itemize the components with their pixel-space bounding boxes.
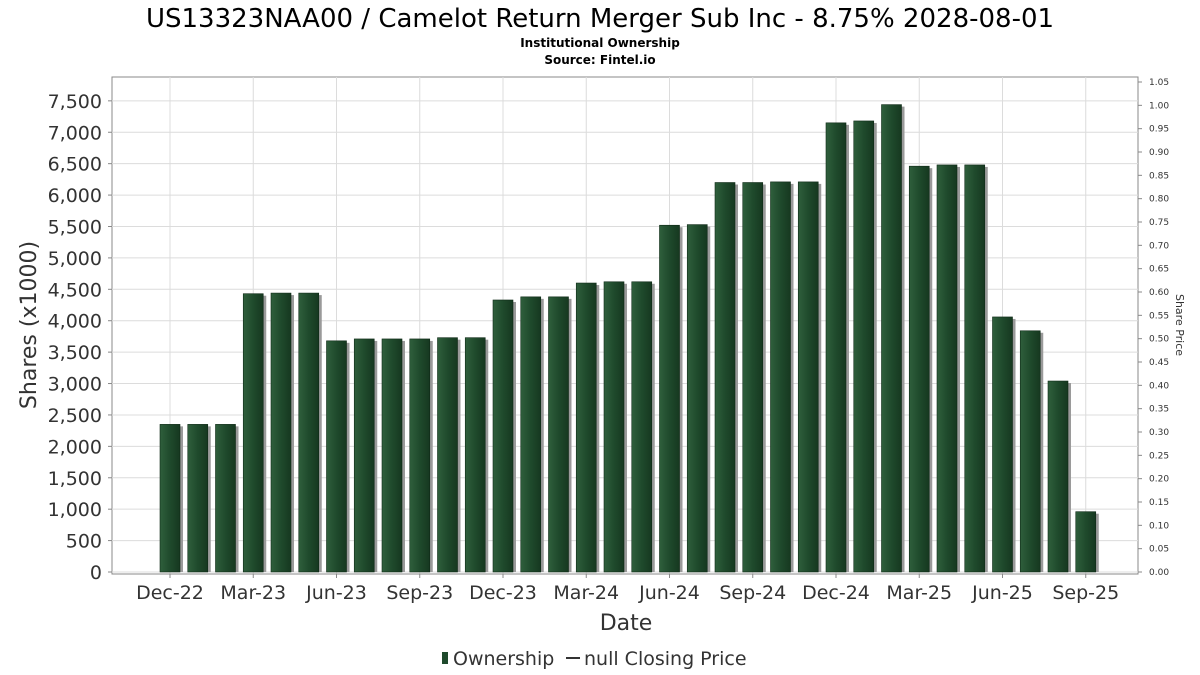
y-tick-label: 1,000	[48, 499, 102, 521]
y2-tick-label: 0.15	[1149, 498, 1169, 508]
y-tick-label: 6,000	[48, 185, 102, 207]
chart-title: US13323NAA00 / Camelot Return Merger Sub…	[146, 4, 1054, 34]
bar-ownership	[881, 104, 902, 573]
bar-ownership	[187, 424, 209, 573]
y2-tick-label: 0.20	[1149, 475, 1169, 485]
y-tick-label: 7,000	[48, 122, 102, 144]
y2-tick-label: 0.10	[1149, 521, 1169, 531]
y-tick-label: 3,000	[48, 374, 102, 396]
x-tick-label: Dec-22	[136, 582, 204, 604]
bar-ownership	[409, 338, 431, 573]
y2-tick-label: 0.65	[1149, 265, 1169, 275]
y2-tick-label: 0.45	[1149, 358, 1169, 368]
bar-ownership	[992, 316, 1013, 573]
x-tick-label: Jun-23	[305, 582, 367, 604]
y2-tick-label: 0.85	[1149, 171, 1169, 181]
y2-tick-label: 0.25	[1149, 451, 1169, 461]
bar-ownership	[659, 224, 680, 573]
bar-ownership	[548, 296, 569, 573]
bar-ownership	[853, 120, 875, 573]
bar-ownership	[631, 281, 653, 573]
x-axis-label: Date	[600, 611, 653, 636]
y-tick-label: 4,500	[48, 279, 102, 301]
y-axis-ticks: 0 500 1,000 1,500 2,000 2,500 3,000 3,500 4,000 4…	[48, 91, 112, 584]
y2-tick-label: 1.00	[1149, 101, 1169, 111]
y-axis-label: Shares (x1000)	[17, 241, 42, 409]
y2-axis-label: Share Price	[1173, 294, 1186, 356]
bar-ownership	[1019, 330, 1041, 573]
y-tick-label: 6,500	[48, 154, 102, 176]
y-tick-label: 0	[90, 562, 102, 584]
x-tick-label: Mar-25	[886, 582, 952, 604]
bar-ownership	[270, 292, 292, 573]
bar-ownership	[603, 281, 625, 573]
y2-tick-label: 0.95	[1149, 125, 1169, 135]
bar-ownership	[492, 299, 514, 573]
y2-tick-label: 0.55	[1149, 311, 1169, 321]
bar-series-ownership	[159, 104, 1099, 573]
y2-tick-label: 0.30	[1149, 428, 1169, 438]
y2-tick-label: 0.00	[1149, 568, 1169, 578]
y2-tick-label: 1.05	[1149, 78, 1169, 88]
y2-tick-label: 0.60	[1149, 288, 1169, 298]
y-tick-label: 1,500	[48, 468, 102, 490]
y2-tick-label: 0.90	[1149, 148, 1169, 158]
bar-ownership	[964, 164, 986, 573]
bar-ownership	[714, 182, 736, 573]
y-tick-label: 500	[66, 531, 102, 553]
y2-tick-label: 0.50	[1149, 335, 1169, 345]
bar-ownership	[242, 293, 264, 573]
bar-ownership	[1075, 511, 1097, 573]
x-tick-label: Sep-25	[1052, 582, 1119, 604]
x-tick-label: Jun-25	[971, 582, 1033, 604]
bar-ownership	[742, 182, 764, 573]
bar-ownership	[381, 338, 403, 573]
bar-ownership	[1047, 380, 1069, 573]
legend-closing-price-label: null Closing Price	[584, 648, 747, 670]
y2-tick-label: 0.80	[1149, 195, 1169, 205]
x-tick-label: Dec-24	[802, 582, 870, 604]
bar-ownership	[520, 296, 542, 573]
y-tick-label: 3,500	[48, 342, 102, 364]
bar-ownership	[159, 424, 181, 573]
x-tick-label: Mar-23	[220, 582, 286, 604]
y2-tick-label: 0.40	[1149, 381, 1169, 391]
x-tick-label: Dec-23	[469, 582, 537, 604]
bar-ownership	[770, 181, 791, 573]
y2-tick-label: 0.35	[1149, 405, 1169, 415]
bar-ownership	[464, 337, 486, 573]
y2-tick-label: 0.75	[1149, 218, 1169, 228]
x-axis-ticks: Dec-22 Mar-23 Jun-23 Sep-23 Dec-23 Mar-24 Jun-…	[112, 573, 1138, 604]
legend-ownership-swatch	[442, 652, 448, 664]
chart-source: Source: Fintel.io	[544, 53, 655, 67]
bar-ownership	[437, 337, 458, 573]
bar-ownership	[825, 122, 847, 573]
chart-subtitle: Institutional Ownership	[520, 36, 680, 50]
y2-tick-label: 0.05	[1149, 545, 1169, 555]
bar-ownership	[326, 340, 347, 573]
bar-ownership	[353, 338, 375, 573]
x-tick-label: Sep-23	[386, 582, 453, 604]
legend: Ownership null Closing Price	[442, 648, 747, 670]
bar-ownership	[797, 181, 819, 573]
bar-ownership	[936, 164, 958, 573]
x-tick-label: Jun-24	[638, 582, 700, 604]
bar-ownership	[686, 224, 708, 573]
x-tick-label: Mar-24	[553, 582, 619, 604]
y2-axis-ticks: 0.00 0.05 0.10 0.15 0.20 0.25 0.30 0.35 0.40 0.45…	[1138, 78, 1169, 578]
x-tick-label: Sep-24	[719, 582, 786, 604]
bar-ownership	[575, 282, 597, 573]
y-tick-label: 5,500	[48, 216, 102, 238]
y-tick-label: 2,500	[48, 405, 102, 427]
legend-ownership-label: Ownership	[453, 648, 554, 670]
y2-tick-label: 0.70	[1149, 241, 1169, 251]
y-tick-label: 4,000	[48, 311, 102, 333]
bar-ownership	[908, 165, 930, 573]
y-tick-label: 2,000	[48, 436, 102, 458]
bar-ownership	[215, 424, 236, 573]
y-tick-label: 7,500	[48, 91, 102, 113]
y-tick-label: 5,000	[48, 248, 102, 270]
bar-ownership	[298, 292, 320, 573]
